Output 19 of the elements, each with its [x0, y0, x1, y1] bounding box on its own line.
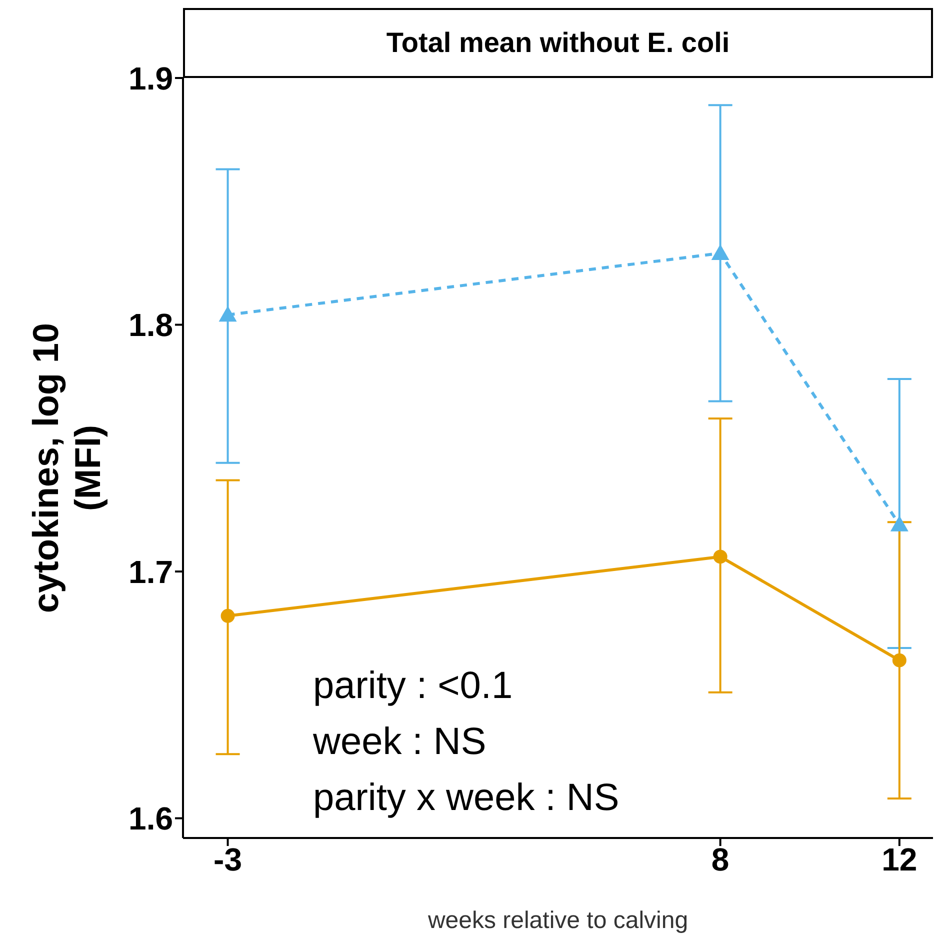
point: [218, 306, 237, 322]
y-tick-label: 1.9: [128, 60, 173, 96]
y-tick-label: 1.7: [128, 554, 173, 590]
point: [892, 653, 906, 668]
y-axis-title: cytokines, log 10 (MFI): [25, 322, 108, 614]
x-tick-label: -3: [214, 842, 242, 878]
point: [220, 608, 235, 623]
y-tick-label: 1.8: [128, 307, 173, 344]
x-axis-title: weeks relative to calving: [426, 907, 688, 934]
chart-title: Total mean without E. coli: [183, 8, 933, 78]
annotation: week : NS: [313, 720, 488, 765]
point: [713, 550, 728, 564]
x-tick-label: 12: [882, 842, 918, 878]
point: [890, 516, 908, 532]
x-tick-label: 8: [711, 842, 730, 878]
annotation: parity : <0.1: [313, 664, 514, 709]
y-tick-label: 1.6: [128, 800, 173, 837]
annotation: parity x week : NS: [313, 776, 620, 821]
point: [711, 244, 730, 260]
